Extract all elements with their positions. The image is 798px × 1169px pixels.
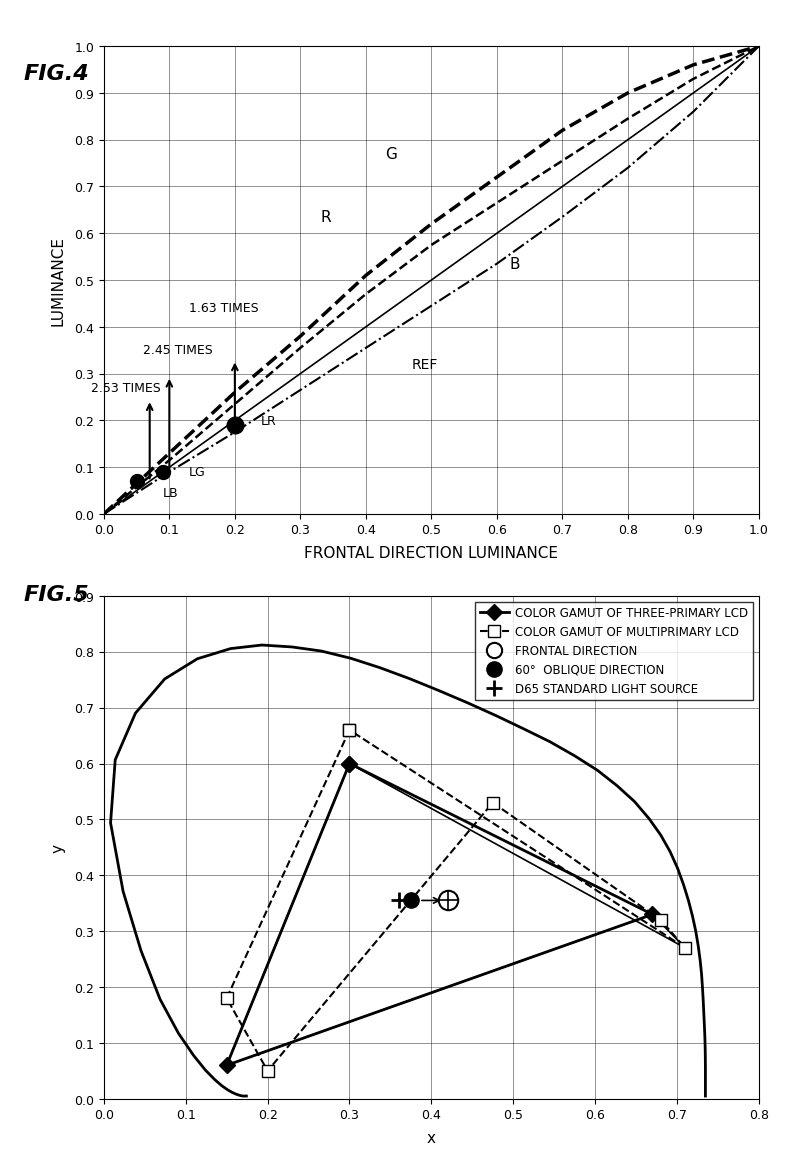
Y-axis label: LUMINANCE: LUMINANCE xyxy=(51,236,65,325)
Text: FIG.4: FIG.4 xyxy=(24,64,89,84)
B xyxy=(688,105,697,119)
B xyxy=(295,383,305,397)
G xyxy=(688,58,697,72)
G xyxy=(230,386,239,400)
Text: B: B xyxy=(509,257,520,271)
COLOR GAMUT OF MULTIPRIMARY LCD xyxy=(344,724,354,738)
R xyxy=(99,507,109,521)
COLOR GAMUT OF THREE-PRIMARY LCD xyxy=(344,756,354,770)
X-axis label: x: x xyxy=(426,1130,436,1144)
G xyxy=(492,171,501,185)
G xyxy=(361,269,370,283)
COLOR GAMUT OF MULTIPRIMARY LCD xyxy=(488,796,497,810)
COLOR GAMUT OF MULTIPRIMARY LCD xyxy=(263,1064,272,1078)
G xyxy=(557,124,567,138)
B xyxy=(426,299,436,313)
COLOR GAMUT OF MULTIPRIMARY LCD xyxy=(680,941,689,955)
R xyxy=(492,196,501,210)
G xyxy=(622,87,632,101)
Text: REF: REF xyxy=(411,358,437,372)
Line: B: B xyxy=(104,47,758,514)
G xyxy=(753,40,763,54)
COLOR GAMUT OF MULTIPRIMARY LCD xyxy=(344,724,354,738)
R xyxy=(426,238,436,253)
B xyxy=(99,507,109,521)
G xyxy=(426,217,436,231)
COLOR GAMUT OF THREE-PRIMARY LCD xyxy=(647,907,657,921)
R xyxy=(164,454,174,468)
COLOR GAMUT OF MULTIPRIMARY LCD xyxy=(655,913,665,927)
R xyxy=(295,341,305,355)
B xyxy=(492,257,501,271)
Text: 1.63 TIMES: 1.63 TIMES xyxy=(189,302,259,316)
Line: R: R xyxy=(104,47,758,514)
Text: 2.45 TIMES: 2.45 TIMES xyxy=(143,344,213,358)
B xyxy=(361,341,370,355)
COLOR GAMUT OF MULTIPRIMARY LCD xyxy=(222,991,231,1005)
X-axis label: FRONTAL DIRECTION LUMINANCE: FRONTAL DIRECTION LUMINANCE xyxy=(304,546,558,560)
Line: COLOR GAMUT OF MULTIPRIMARY LCD: COLOR GAMUT OF MULTIPRIMARY LCD xyxy=(220,724,691,1077)
Legend: COLOR GAMUT OF THREE-PRIMARY LCD, COLOR GAMUT OF MULTIPRIMARY LCD, FRONTAL DIREC: COLOR GAMUT OF THREE-PRIMARY LCD, COLOR … xyxy=(475,602,753,700)
Text: 2.53 TIMES: 2.53 TIMES xyxy=(91,381,160,395)
B xyxy=(753,40,763,54)
COLOR GAMUT OF THREE-PRIMARY LCD xyxy=(222,1058,231,1072)
Line: G: G xyxy=(104,47,758,514)
R xyxy=(361,288,370,302)
Text: LR: LR xyxy=(261,414,277,428)
Text: LB: LB xyxy=(163,486,178,500)
B xyxy=(622,161,632,175)
Line: COLOR GAMUT OF THREE-PRIMARY LCD: COLOR GAMUT OF THREE-PRIMARY LCD xyxy=(221,759,658,1071)
R xyxy=(753,40,763,54)
B xyxy=(164,465,174,479)
Text: R: R xyxy=(320,210,330,224)
Text: G: G xyxy=(385,147,397,161)
G xyxy=(99,507,109,521)
R xyxy=(557,154,567,168)
B xyxy=(557,210,567,224)
Text: LG: LG xyxy=(189,465,206,479)
R xyxy=(230,397,239,411)
G xyxy=(295,330,305,344)
R xyxy=(688,72,697,87)
R xyxy=(622,112,632,126)
G xyxy=(164,447,174,461)
Text: FIG.5: FIG.5 xyxy=(24,584,89,604)
Y-axis label: y: y xyxy=(51,843,65,852)
B xyxy=(230,426,239,440)
COLOR GAMUT OF THREE-PRIMARY LCD xyxy=(344,756,354,770)
